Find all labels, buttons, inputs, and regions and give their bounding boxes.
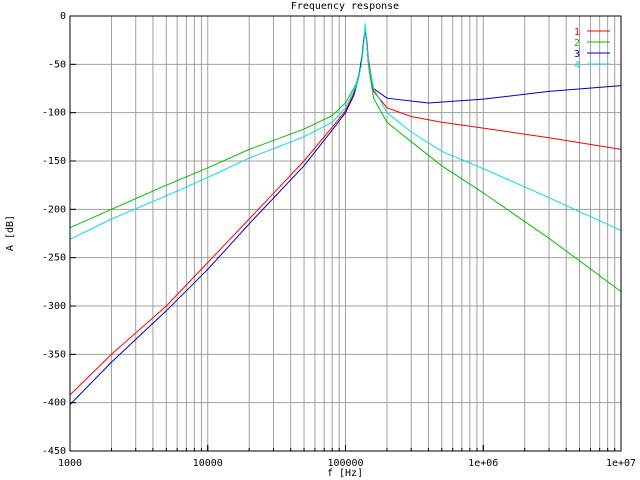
chart-title: Frequency response bbox=[291, 1, 399, 12]
y-tick-label: -250 bbox=[42, 253, 66, 264]
x-tick-label: 10000 bbox=[193, 458, 223, 469]
y-tick-label: -100 bbox=[42, 108, 66, 119]
x-tick-label: 1e+06 bbox=[468, 458, 498, 469]
series-lines bbox=[69, 23, 622, 405]
x-tick-label: 1000 bbox=[58, 458, 82, 469]
x-axis-label: f [Hz] bbox=[327, 468, 363, 479]
legend-label: 4 bbox=[574, 60, 580, 71]
y-tick-label: 0 bbox=[60, 11, 66, 22]
legend-label: 3 bbox=[574, 49, 580, 60]
y-tick-label: -450 bbox=[42, 446, 66, 457]
y-axis-label: A [dB] bbox=[5, 215, 16, 251]
x-tick-label: 100000 bbox=[327, 458, 363, 469]
y-tick-label: -200 bbox=[42, 204, 66, 215]
y-tick-label: -50 bbox=[48, 59, 66, 70]
legend-label: 1 bbox=[574, 27, 580, 38]
y-tick-label: -150 bbox=[42, 156, 66, 167]
y-tick-label: -400 bbox=[42, 398, 66, 409]
x-tick-label: 1e+07 bbox=[606, 458, 636, 469]
grid-lines bbox=[70, 16, 621, 451]
y-tick-label: -350 bbox=[42, 349, 66, 360]
legend-label: 2 bbox=[574, 38, 580, 49]
y-tick-label: -300 bbox=[42, 301, 66, 312]
series-4-line bbox=[69, 23, 622, 240]
axis-ticks: 1000 10000 100000 1e+06 1e+07 0 -50 -100 -150 -20… bbox=[42, 11, 636, 469]
